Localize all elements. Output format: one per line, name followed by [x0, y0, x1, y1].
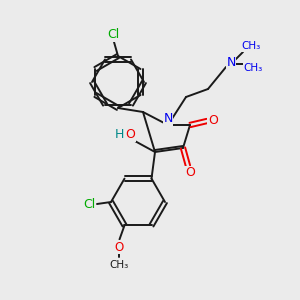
Text: H: H — [114, 128, 124, 140]
Text: Cl: Cl — [107, 28, 119, 41]
Text: CH₃: CH₃ — [243, 63, 262, 73]
Text: N: N — [226, 56, 236, 68]
Text: O: O — [125, 128, 135, 142]
Text: O: O — [208, 113, 218, 127]
Text: CH₃: CH₃ — [110, 260, 129, 270]
Text: CH₃: CH₃ — [242, 41, 261, 51]
Text: N: N — [163, 112, 173, 125]
Text: Cl: Cl — [83, 197, 95, 211]
Text: O: O — [185, 167, 195, 179]
Text: O: O — [115, 241, 124, 254]
